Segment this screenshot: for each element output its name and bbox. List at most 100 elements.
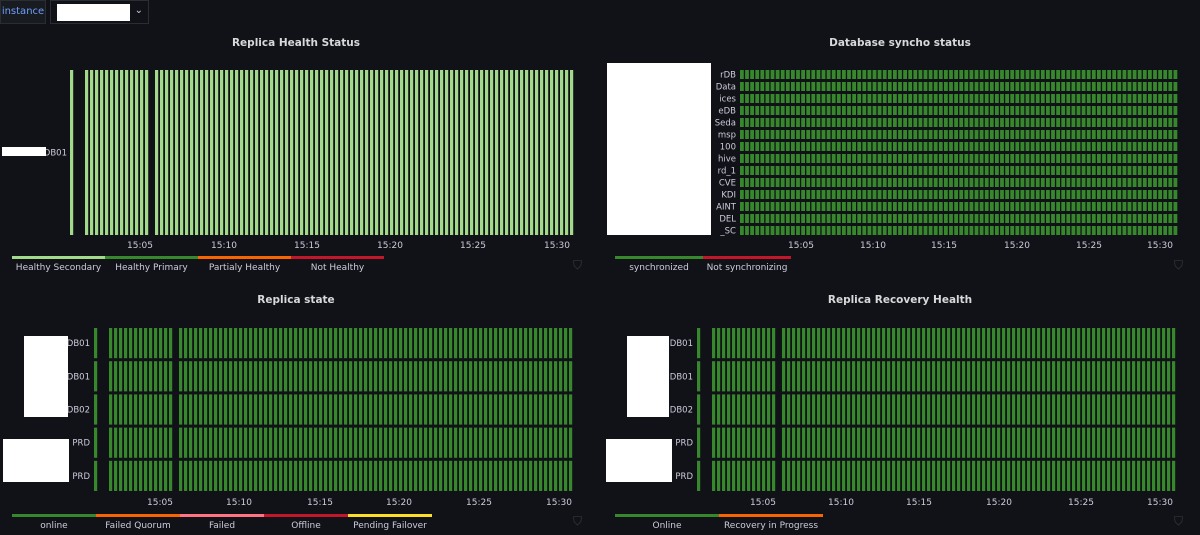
state-cell[interactable] [400, 70, 404, 235]
state-cell[interactable] [1082, 394, 1086, 425]
state-cell[interactable] [1007, 361, 1011, 392]
state-cell[interactable] [797, 361, 801, 392]
state-cell[interactable] [209, 427, 213, 458]
state-cell[interactable] [989, 142, 994, 151]
state-cell[interactable] [1132, 178, 1137, 187]
state-cell[interactable] [325, 70, 329, 235]
state-cell[interactable] [923, 190, 928, 199]
state-cell[interactable] [938, 190, 943, 199]
state-cell[interactable] [918, 202, 923, 211]
state-cell[interactable] [938, 82, 943, 91]
state-cell[interactable] [785, 106, 790, 115]
state-cell[interactable] [1052, 460, 1056, 491]
state-cell[interactable] [757, 328, 761, 359]
state-cell[interactable] [1025, 226, 1030, 235]
state-cell[interactable] [942, 361, 946, 392]
state-cell[interactable] [529, 460, 533, 491]
state-cell[interactable] [194, 328, 198, 359]
state-cell[interactable] [1091, 214, 1096, 223]
state-cell[interactable] [1117, 142, 1122, 151]
state-cell[interactable] [214, 427, 218, 458]
state-cell[interactable] [1032, 328, 1036, 359]
state-cell[interactable] [464, 394, 468, 425]
state-cell[interactable] [857, 328, 861, 359]
state-cell[interactable] [1127, 94, 1132, 103]
state-cell[interactable] [559, 328, 563, 359]
state-cell[interactable] [124, 427, 128, 458]
state-cell[interactable] [1000, 166, 1004, 175]
state-cell[interactable] [504, 427, 508, 458]
state-cell[interactable] [1072, 328, 1076, 359]
state-cell[interactable] [887, 214, 892, 223]
state-cell[interactable] [747, 394, 751, 425]
state-cell[interactable] [124, 394, 128, 425]
state-cell[interactable] [465, 70, 469, 235]
state-cell[interactable] [1086, 130, 1091, 139]
state-cell[interactable] [974, 142, 979, 151]
state-cell[interactable] [944, 142, 948, 151]
state-cell[interactable] [439, 460, 443, 491]
state-cell[interactable] [129, 427, 133, 458]
state-cell[interactable] [937, 328, 941, 359]
state-cell[interactable] [898, 70, 902, 79]
state-cell[interactable] [872, 214, 877, 223]
state-cell[interactable] [234, 427, 238, 458]
state-cell[interactable] [796, 190, 800, 199]
state-cell[interactable] [1061, 142, 1066, 151]
state-cell[interactable] [801, 190, 805, 199]
state-cell[interactable] [135, 70, 139, 235]
state-cell[interactable] [1046, 82, 1050, 91]
state-cell[interactable] [987, 427, 991, 458]
state-cell[interactable] [745, 226, 749, 235]
state-cell[interactable] [1032, 460, 1036, 491]
state-cell[interactable] [747, 460, 751, 491]
state-cell[interactable] [1102, 214, 1106, 223]
state-cell[interactable] [949, 166, 953, 175]
state-cell[interactable] [559, 460, 563, 491]
state-cell[interactable] [1017, 460, 1021, 491]
state-cell[interactable] [1047, 460, 1051, 491]
state-cell[interactable] [354, 361, 358, 392]
state-cell[interactable] [791, 154, 795, 163]
state-cell[interactable] [134, 394, 138, 425]
state-cell[interactable] [887, 106, 892, 115]
state-cell[interactable] [339, 328, 343, 359]
state-cell[interactable] [979, 154, 984, 163]
state-cell[interactable] [1032, 427, 1036, 458]
state-cell[interactable] [124, 460, 128, 491]
state-cell[interactable] [977, 460, 981, 491]
state-cell[interactable] [1122, 226, 1127, 235]
state-cell[interactable] [554, 361, 558, 392]
state-cell[interactable] [801, 70, 805, 79]
state-cell[interactable] [908, 178, 913, 187]
state-cell[interactable] [732, 427, 736, 458]
state-cell[interactable] [534, 328, 538, 359]
state-cell[interactable] [867, 142, 872, 151]
state-cell[interactable] [1037, 328, 1041, 359]
state-cell[interactable] [770, 190, 775, 199]
state-cell[interactable] [1007, 460, 1011, 491]
state-cell[interactable] [424, 460, 428, 491]
state-cell[interactable] [997, 328, 1001, 359]
state-cell[interactable] [898, 226, 902, 235]
state-cell[interactable] [549, 328, 553, 359]
state-cell[interactable] [189, 394, 193, 425]
state-cell[interactable] [1107, 460, 1111, 491]
state-cell[interactable] [345, 70, 349, 235]
state-cell[interactable] [984, 118, 989, 127]
state-cell[interactable] [1137, 460, 1141, 491]
state-cell[interactable] [409, 394, 413, 425]
state-cell[interactable] [1148, 154, 1152, 163]
state-cell[interactable] [872, 202, 877, 211]
state-cell[interactable] [918, 214, 923, 223]
state-cell[interactable] [449, 328, 453, 359]
state-cell[interactable] [1173, 130, 1178, 139]
state-cell[interactable] [944, 166, 948, 175]
state-cell[interactable] [954, 202, 958, 211]
state-cell[interactable] [995, 202, 999, 211]
state-cell[interactable] [1107, 202, 1111, 211]
state-cell[interactable] [1107, 226, 1111, 235]
state-cell[interactable] [954, 154, 958, 163]
state-cell[interactable] [780, 106, 785, 115]
state-cell[interactable] [765, 94, 770, 103]
